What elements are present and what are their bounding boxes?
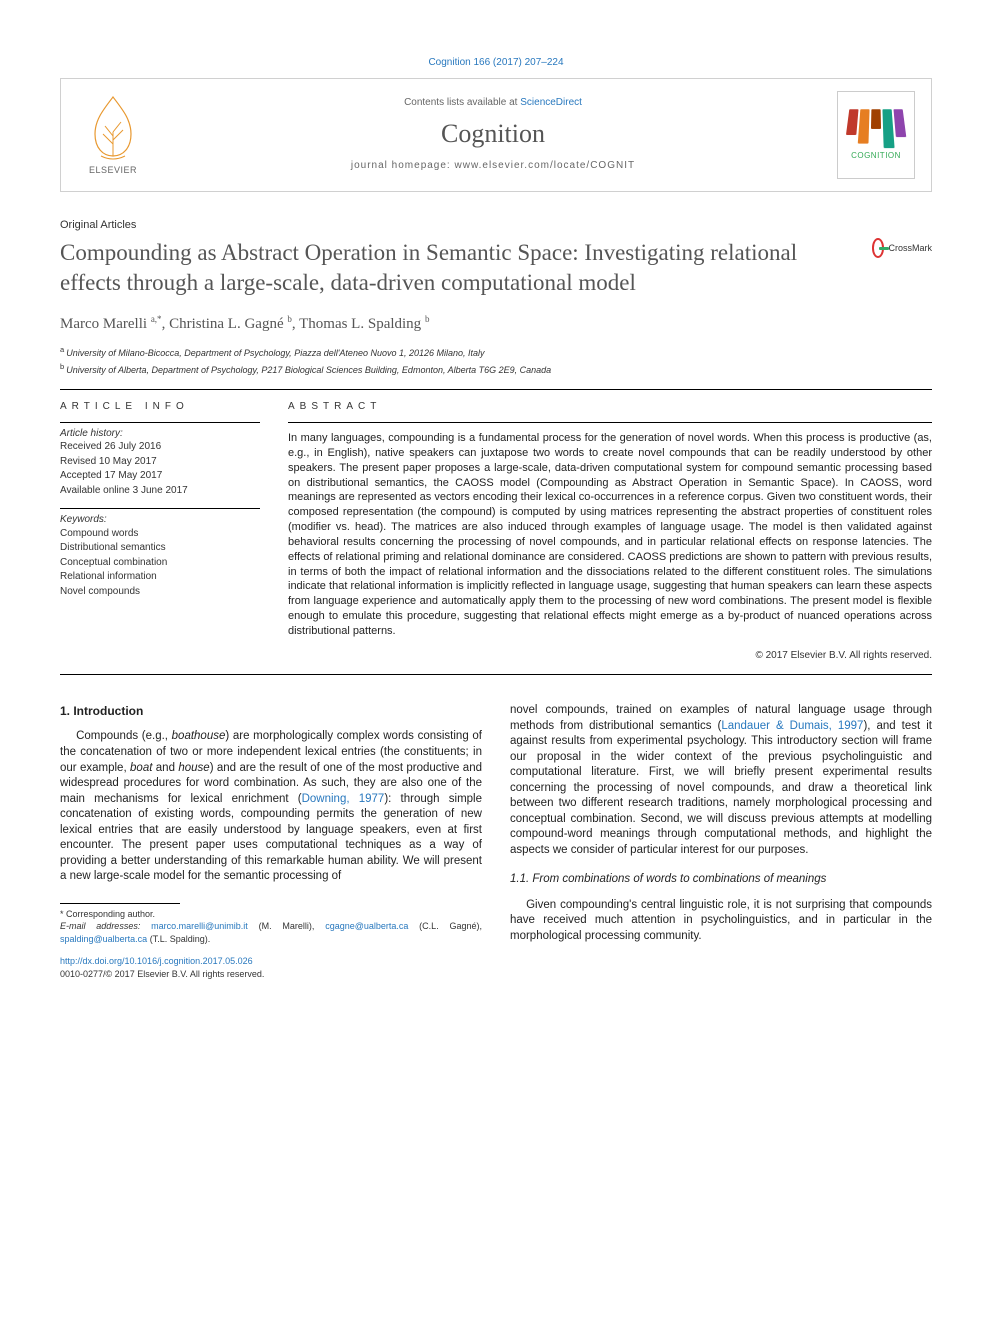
issn-copyright: 0010-0277/© 2017 Elsevier B.V. All right… (60, 969, 264, 979)
journal-homepage-line: journal homepage: www.elsevier.com/locat… (167, 159, 819, 173)
author-sup: a,* (151, 314, 162, 324)
section-1-head: 1. Introduction (60, 703, 482, 719)
keyword-line: Compound words (60, 527, 260, 542)
abstract-column: ABSTRACT In many languages, compounding … (288, 400, 932, 662)
history-line: Available online 3 June 2017 (60, 484, 260, 499)
italic-term: boat (130, 762, 152, 774)
section-1-1-head: 1.1. From combinations of words to combi… (510, 872, 932, 888)
author-name: Thomas L. Spalding b (299, 316, 429, 332)
article-info-head: ARTICLE INFO (60, 400, 260, 414)
cognition-logo-label: COGNITION (851, 151, 901, 162)
article-type: Original Articles (60, 218, 932, 233)
body-column-right: novel compounds, trained on examples of … (510, 703, 932, 980)
body-column-left: 1. Introduction Compounds (e.g., boathou… (60, 703, 482, 980)
corresponding-author: * Corresponding author. (60, 908, 482, 921)
affiliation-line: a University of Milano-Bicocca, Departme… (60, 344, 932, 361)
history-lines: Received 26 July 2016Revised 10 May 2017… (60, 440, 260, 498)
rule-bottom (60, 674, 932, 675)
crossmark-icon (872, 238, 884, 258)
keyword-line: Relational information (60, 570, 260, 585)
affiliations: a University of Milano-Bicocca, Departme… (60, 344, 932, 377)
page-citation: Cognition 166 (2017) 207–224 (60, 56, 932, 70)
abstract-head: ABSTRACT (288, 400, 932, 414)
article-info-column: ARTICLE INFO Article history: Received 2… (60, 400, 260, 662)
footnote-block: * Corresponding author. E-mail addresses… (60, 908, 482, 946)
homepage-url[interactable]: www.elsevier.com/locate/COGNIT (455, 160, 636, 171)
footnote-separator (60, 903, 180, 904)
author-line: Marco Marelli a,*, Christina L. Gagné b,… (60, 313, 932, 334)
author-name: Christina L. Gagné b (169, 316, 292, 332)
abstract-text: In many languages, compounding is a fund… (288, 431, 932, 639)
text-span: Compounds (e.g., (76, 730, 172, 742)
article-title: Compounding as Abstract Operation in Sem… (60, 238, 872, 297)
history-label: Article history: (60, 427, 260, 441)
contents-available-text: Contents lists available at (404, 97, 520, 108)
crossmark-badge[interactable]: CrossMark (872, 238, 932, 258)
homepage-label: journal homepage: (351, 160, 455, 171)
logo-bar (893, 109, 906, 137)
italic-term: house (178, 762, 209, 774)
logo-bar (871, 109, 881, 129)
abstract-copyright: © 2017 Elsevier B.V. All rights reserved… (288, 649, 932, 663)
email-link[interactable]: marco.marelli@unimib.it (151, 921, 248, 931)
email-label: E-mail addresses: (60, 921, 151, 931)
crossmark-label: CrossMark (888, 242, 932, 254)
page-footer: http://dx.doi.org/10.1016/j.cognition.20… (60, 955, 482, 980)
cognition-logo-bars (844, 109, 907, 148)
history-line: Accepted 17 May 2017 (60, 469, 260, 484)
logo-bar (858, 109, 870, 143)
affiliation-line: b University of Alberta, Department of P… (60, 361, 932, 378)
email-link[interactable]: spalding@ualberta.ca (60, 934, 147, 944)
cognition-cover-logo[interactable]: COGNITION (837, 91, 915, 179)
history-line: Received 26 July 2016 (60, 440, 260, 455)
email-addresses: E-mail addresses: marco.marelli@unimib.i… (60, 920, 482, 945)
keyword-line: Conceptual combination (60, 556, 260, 571)
doi-link[interactable]: http://dx.doi.org/10.1016/j.cognition.20… (60, 956, 253, 966)
intro-paragraph-1: Compounds (e.g., boathouse) are morpholo… (60, 729, 482, 884)
author-sup: b (425, 314, 430, 324)
logo-bar (882, 109, 894, 148)
citation-link[interactable]: Downing, 1977 (302, 793, 385, 805)
intro-paragraph-1-continued: novel compounds, trained on examples of … (510, 703, 932, 858)
section-1-1-paragraph-1: Given compounding's central linguistic r… (510, 898, 932, 945)
email-link[interactable]: cgagne@ualberta.ca (325, 921, 408, 931)
text-span: ), and test it against results from expe… (510, 720, 932, 856)
logo-bar (846, 109, 859, 135)
history-line: Revised 10 May 2017 (60, 455, 260, 470)
citation-link[interactable]: Landauer & Dumais, 1997 (721, 720, 863, 732)
sciencedirect-link[interactable]: ScienceDirect (520, 97, 582, 108)
contents-available-line: Contents lists available at ScienceDirec… (167, 96, 819, 110)
author-sup: b (287, 314, 292, 324)
elsevier-logo[interactable]: ELSEVIER (77, 91, 149, 179)
journal-header-box: ELSEVIER Contents lists available at Sci… (60, 78, 932, 192)
author-name: Marco Marelli a,* (60, 316, 162, 332)
text-span: and (152, 762, 178, 774)
keywords-label: Keywords: (60, 513, 260, 527)
italic-term: boathouse (172, 730, 226, 742)
text-span: ): through simple concatenation of exist… (60, 793, 482, 883)
journal-name: Cognition (167, 116, 819, 151)
keyword-lines: Compound wordsDistributional semanticsCo… (60, 527, 260, 600)
keyword-line: Distributional semantics (60, 541, 260, 556)
elsevier-label: ELSEVIER (89, 164, 137, 176)
rule-top (60, 389, 932, 390)
elsevier-tree-icon (83, 92, 143, 162)
keyword-line: Novel compounds (60, 585, 260, 600)
